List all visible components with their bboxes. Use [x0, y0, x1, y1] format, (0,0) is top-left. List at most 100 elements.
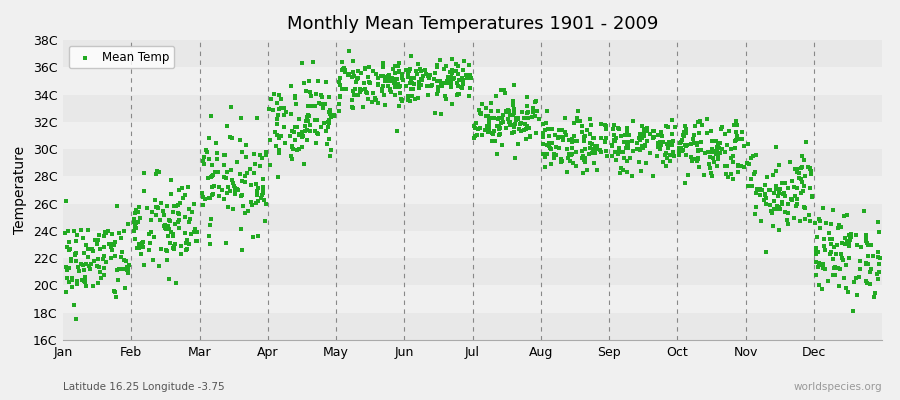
Mean Temp	[837, 213, 851, 219]
Mean Temp	[559, 132, 573, 138]
Mean Temp	[243, 166, 257, 172]
Mean Temp	[778, 193, 792, 199]
Mean Temp	[569, 149, 583, 155]
Mean Temp	[159, 256, 174, 263]
Mean Temp	[205, 162, 220, 168]
Mean Temp	[400, 70, 415, 76]
Mean Temp	[813, 225, 827, 231]
Mean Temp	[341, 72, 356, 78]
Mean Temp	[321, 119, 336, 126]
Mean Temp	[612, 126, 626, 132]
Mean Temp	[803, 218, 817, 224]
Mean Temp	[841, 288, 855, 295]
Mean Temp	[508, 155, 522, 162]
Mean Temp	[269, 142, 284, 149]
Mean Temp	[713, 150, 727, 156]
Mean Temp	[562, 151, 576, 158]
Mean Temp	[349, 76, 364, 82]
Mean Temp	[338, 67, 352, 74]
Mean Temp	[349, 76, 364, 82]
Mean Temp	[263, 161, 277, 168]
Mean Temp	[77, 250, 92, 257]
Mean Temp	[482, 115, 497, 121]
Mean Temp	[581, 151, 596, 157]
Mean Temp	[144, 229, 158, 236]
Mean Temp	[614, 149, 628, 155]
Mean Temp	[479, 104, 493, 111]
Mean Temp	[613, 170, 627, 176]
Mean Temp	[863, 281, 878, 287]
Mean Temp	[74, 227, 88, 234]
Mean Temp	[202, 156, 217, 162]
Mean Temp	[444, 74, 458, 80]
Mean Temp	[127, 216, 141, 222]
Mean Temp	[555, 137, 570, 144]
Mean Temp	[832, 282, 846, 289]
Mean Temp	[804, 167, 818, 174]
Mean Temp	[583, 116, 598, 122]
Mean Temp	[121, 220, 135, 227]
Mean Temp	[134, 251, 148, 258]
Mean Temp	[320, 140, 334, 147]
Mean Temp	[82, 262, 96, 269]
Mean Temp	[250, 185, 265, 191]
Mean Temp	[583, 145, 598, 152]
Mean Temp	[145, 209, 159, 215]
Mean Temp	[292, 145, 306, 152]
Mean Temp	[181, 184, 195, 190]
Mean Temp	[410, 71, 424, 78]
Mean Temp	[605, 143, 619, 149]
Mean Temp	[205, 172, 220, 178]
Mean Temp	[371, 82, 385, 88]
Mean Temp	[284, 153, 298, 160]
Mean Temp	[607, 138, 621, 144]
Mean Temp	[413, 66, 428, 72]
Mean Temp	[547, 151, 562, 157]
Mean Temp	[762, 187, 777, 193]
Mean Temp	[580, 167, 594, 174]
Mean Temp	[120, 263, 134, 270]
Mean Temp	[435, 83, 449, 89]
Mean Temp	[679, 130, 693, 136]
Mean Temp	[342, 71, 356, 77]
Mean Temp	[776, 190, 790, 197]
Mean Temp	[68, 258, 83, 264]
Mean Temp	[654, 142, 669, 148]
Mean Temp	[216, 174, 230, 180]
Mean Temp	[289, 101, 303, 107]
Mean Temp	[168, 203, 183, 209]
Mean Temp	[578, 155, 592, 162]
Mean Temp	[843, 234, 858, 240]
Mean Temp	[308, 128, 322, 134]
Mean Temp	[115, 248, 130, 255]
Mean Temp	[202, 195, 217, 201]
Mean Temp	[523, 133, 537, 139]
Mean Temp	[255, 155, 269, 162]
Mean Temp	[300, 88, 314, 94]
Mean Temp	[564, 136, 579, 142]
Mean Temp	[110, 202, 124, 209]
Mean Temp	[585, 146, 599, 152]
Mean Temp	[452, 77, 466, 83]
Mean Temp	[337, 66, 351, 72]
Mean Temp	[509, 115, 524, 121]
Mean Temp	[573, 118, 588, 124]
Mean Temp	[86, 246, 100, 252]
Mean Temp	[150, 168, 165, 175]
Mean Temp	[792, 218, 806, 225]
Mean Temp	[586, 135, 600, 142]
Mean Temp	[780, 200, 795, 207]
Mean Temp	[517, 115, 531, 121]
Mean Temp	[153, 217, 167, 223]
Mean Temp	[665, 142, 680, 148]
Mean Temp	[92, 264, 106, 270]
Mean Temp	[691, 147, 706, 153]
Mean Temp	[520, 115, 535, 122]
Mean Temp	[598, 139, 612, 145]
Mean Temp	[172, 187, 186, 193]
Mean Temp	[537, 154, 552, 160]
Mean Temp	[166, 246, 181, 252]
Mean Temp	[171, 202, 185, 208]
Mean Temp	[871, 218, 886, 225]
Mean Temp	[300, 113, 314, 120]
